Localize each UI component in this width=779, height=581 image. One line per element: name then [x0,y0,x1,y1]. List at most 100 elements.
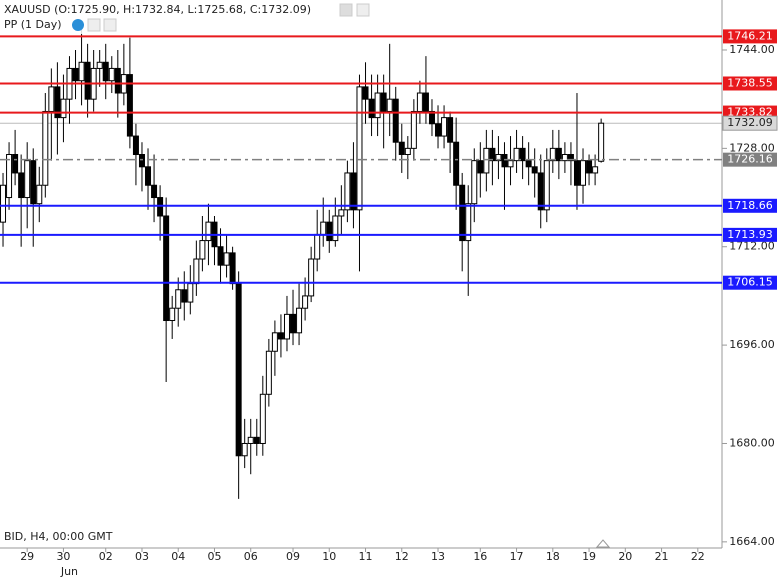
candle-body [169,307,176,322]
x-tick-label: 04 [171,550,185,563]
close-icon[interactable] [356,3,370,17]
candle-body [163,215,170,322]
x-tick-label: 12 [395,550,409,563]
pivot-label: 1746.21 [727,29,773,42]
candle-body [374,92,381,119]
candle-body [283,313,290,340]
candle-body [12,154,19,174]
candle-body [459,184,466,242]
pivot-label-box [723,275,777,290]
candle-body [187,283,194,303]
y-tick-label: 1744.00 [729,43,775,56]
x-tick-label: 20 [618,550,632,563]
candle-body [586,160,593,174]
y-tick-label: 1696.00 [729,338,775,351]
pivot-label: 1733.82 [727,106,773,119]
candle-body [241,442,248,457]
indicator-hide-icon[interactable] [87,18,101,32]
scroll-marker[interactable] [595,539,611,548]
candle-body [48,86,55,112]
candle-body [18,172,25,199]
candle-body [549,147,556,162]
candle-body [235,283,242,457]
pivot-label: 1738.55 [727,76,773,89]
candle-body [580,160,587,186]
candle-body [308,258,315,297]
candle-body [60,98,67,119]
x-tick-label: 05 [207,550,221,563]
pivot-label: 1713.93 [727,228,773,241]
x-tick-label: 02 [99,550,113,563]
x-tick-label: 22 [691,550,705,563]
x-tick-label: 06 [244,550,258,563]
pivot-label-box [723,198,777,213]
settings-icon[interactable] [339,3,353,17]
candle-body [265,350,272,395]
x-tick-label: 21 [655,550,669,563]
pivot-label-box [723,29,777,44]
candle-body [199,240,206,260]
candle-body [477,160,484,174]
candle-body [0,184,7,223]
pivot-label: 1706.15 [727,276,773,289]
x-tick-label: 30 [56,550,70,563]
candle-body [380,92,387,112]
candle-body [145,166,152,186]
candle-body [175,289,182,309]
candle-body [138,154,145,168]
candle-body [416,92,423,112]
candle-body [513,147,520,162]
indicator-label: PP (1 Day) [4,18,62,31]
candle-body [507,160,514,168]
candle-body [531,166,538,174]
candle-body [181,289,188,303]
candle-body [296,307,303,334]
candle-body [54,86,61,119]
candle-body [332,215,339,242]
candle-body [404,147,411,156]
footnote: BID, H4, 00:00 GMT [4,530,113,543]
candle-body [525,160,532,168]
candle-body [259,393,266,444]
candle-body [543,160,550,211]
candle-body [489,147,496,162]
x-tick-label: 10 [322,550,336,563]
candle-body [290,313,297,334]
candle-body [471,160,478,205]
candle-body [132,135,139,156]
candle-body [24,160,31,199]
x-tick-label: 09 [286,550,300,563]
candle-body [338,209,345,217]
candle-body [435,123,442,137]
candle-body [253,436,260,444]
candle-body [368,98,375,119]
candle-body [193,258,200,285]
x-tick-label: 17 [510,550,524,563]
candle-body [151,184,158,199]
x-tick-label: 11 [359,550,373,563]
indicator-close-icon[interactable] [103,18,117,32]
candle-body [271,332,278,352]
last-price-label: 1732.09 [727,116,773,129]
candle-body [410,110,417,149]
x-tick-label: 13 [431,550,445,563]
candle-body [428,110,435,125]
candle-body [302,295,309,309]
candle-body [483,147,490,174]
y-tick-label: 1664.00 [729,535,775,548]
candle-body [84,61,91,100]
candle-body [561,154,568,162]
last-price-box [722,115,778,131]
pivot-label: 1726.16 [727,153,773,166]
candle-body [398,141,405,156]
x-tick-label: 19 [582,550,596,563]
candle-body [108,67,115,82]
y-tick-label: 1728.00 [729,141,775,154]
candle-body [501,154,508,168]
indicator-settings-icon[interactable] [72,19,84,31]
candle-body [314,233,321,260]
candle-body [217,246,224,266]
candle-body [447,117,454,143]
header-bg [0,0,340,34]
candle-body [96,61,103,69]
